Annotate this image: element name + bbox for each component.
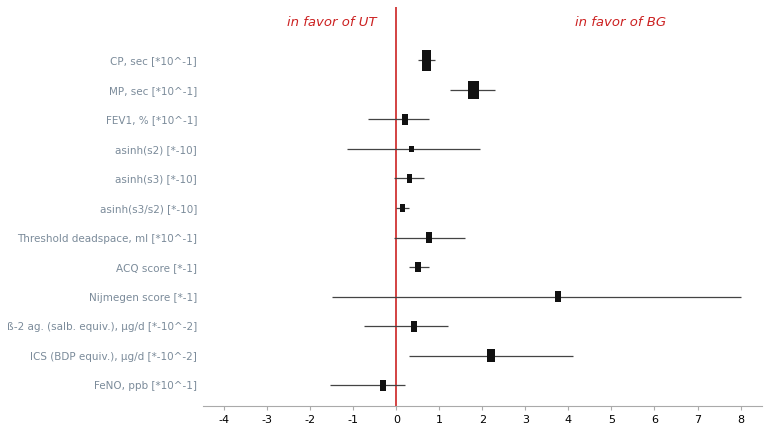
- Bar: [407, 174, 412, 183]
- Bar: [402, 114, 408, 124]
- Bar: [425, 232, 431, 243]
- Bar: [409, 146, 414, 152]
- Bar: [554, 291, 561, 302]
- Bar: [468, 81, 479, 98]
- Bar: [381, 380, 387, 391]
- Text: in favor of BG: in favor of BG: [574, 16, 666, 29]
- Bar: [421, 50, 431, 70]
- Bar: [400, 204, 405, 212]
- Bar: [487, 349, 495, 362]
- Bar: [414, 262, 421, 273]
- Bar: [411, 321, 417, 331]
- Text: in favor of UT: in favor of UT: [287, 16, 377, 29]
